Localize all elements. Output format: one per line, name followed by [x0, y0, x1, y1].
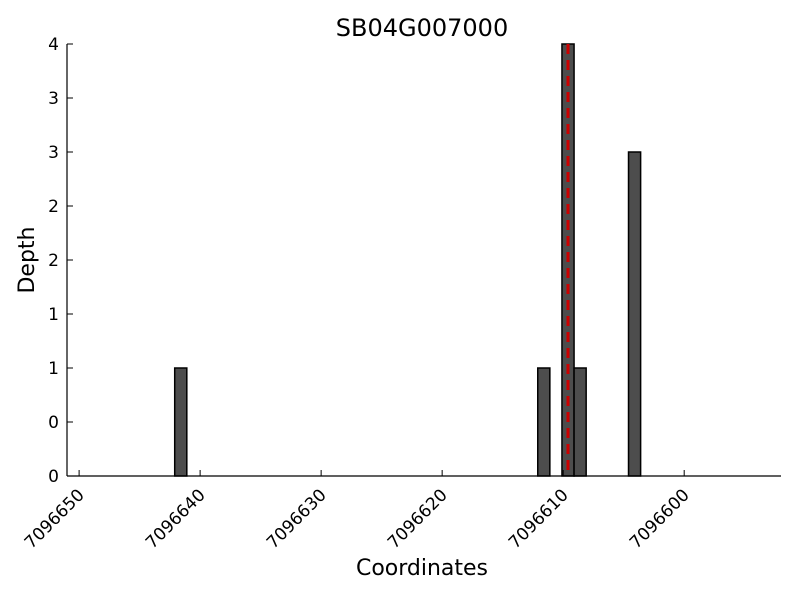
y-tick-label: 0	[48, 467, 59, 487]
x-tick-label: 7096610	[505, 485, 573, 553]
chart-title: SB04G007000	[336, 14, 508, 42]
bar-4	[627, 151, 642, 477]
x-tick-label: 7096620	[384, 485, 452, 553]
y-tick-label: 3	[48, 143, 59, 163]
y-tick-label: 1	[48, 359, 59, 379]
bar-1	[537, 367, 551, 477]
x-tick-label: 7096650	[21, 485, 89, 553]
bar-3	[573, 367, 587, 477]
y-tick-label: 1	[48, 305, 59, 325]
x-tick-label: 7096630	[263, 485, 331, 553]
x-tick-label: 7096640	[142, 485, 210, 553]
y-tick-label: 3	[48, 89, 59, 109]
bar-0	[173, 367, 188, 477]
y-axis-label: Depth	[15, 226, 40, 293]
y-tick-label: 2	[48, 251, 59, 271]
y-tick-label: 2	[48, 197, 59, 217]
bars-layer	[173, 43, 642, 477]
x-axis-label: Coordinates	[356, 556, 488, 581]
x-tick-label: 7096600	[626, 485, 694, 553]
y-tick-label: 4	[48, 35, 59, 55]
axes-layer: 0 0 1 1 2 2 3 3 4 7096650 7096640 7096630 7096620 709…	[21, 35, 781, 553]
y-tick-label: 0	[48, 413, 59, 433]
